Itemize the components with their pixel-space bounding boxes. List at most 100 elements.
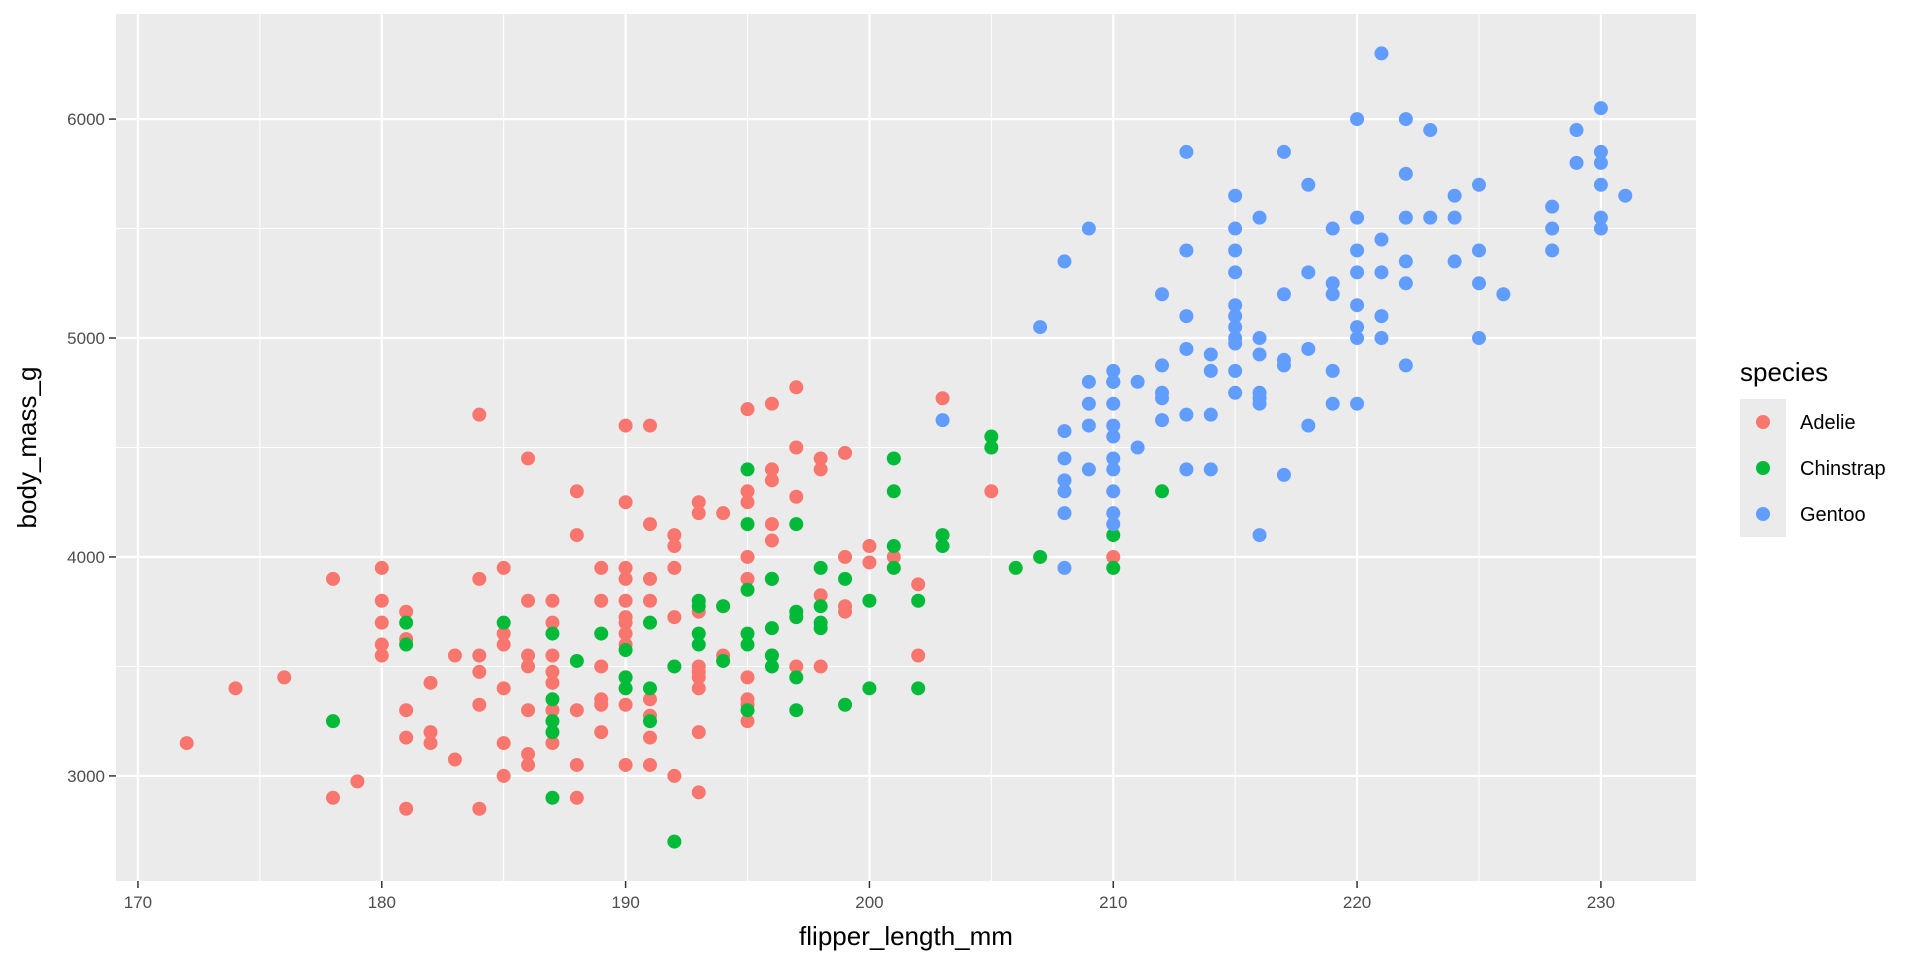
point-gentoo xyxy=(1106,517,1121,532)
point-gentoo xyxy=(1106,429,1121,444)
point-adelie xyxy=(691,725,706,740)
grid-lines xyxy=(116,14,1696,881)
point-adelie xyxy=(569,484,584,499)
point-chinstrap xyxy=(618,681,633,696)
point-gentoo xyxy=(1447,254,1462,269)
point-adelie xyxy=(642,593,657,608)
point-adelie xyxy=(740,484,755,499)
point-chinstrap xyxy=(789,517,804,532)
point-gentoo xyxy=(1106,451,1121,466)
point-adelie xyxy=(350,774,365,789)
point-chinstrap xyxy=(984,440,999,455)
point-gentoo xyxy=(1447,188,1462,203)
point-gentoo xyxy=(1545,243,1560,258)
point-adelie xyxy=(911,577,926,592)
point-adelie xyxy=(716,506,731,521)
point-adelie xyxy=(764,473,779,488)
point-adelie xyxy=(521,703,536,718)
point-gentoo xyxy=(1569,155,1584,170)
point-adelie xyxy=(618,418,633,433)
point-adelie xyxy=(545,664,560,679)
point-adelie xyxy=(838,445,853,460)
point-chinstrap xyxy=(399,637,414,652)
point-chinstrap xyxy=(886,451,901,466)
point-adelie xyxy=(545,703,560,718)
point-chinstrap xyxy=(813,560,828,575)
point-adelie xyxy=(569,528,584,543)
point-adelie xyxy=(691,785,706,800)
point-adelie xyxy=(496,626,511,641)
point-chinstrap xyxy=(911,681,926,696)
legend: species Adelie Chinstrap Gentoo xyxy=(1740,357,1886,537)
point-adelie xyxy=(496,736,511,751)
point-adelie xyxy=(813,588,828,603)
point-adelie xyxy=(838,549,853,564)
point-gentoo xyxy=(1374,46,1389,61)
point-adelie xyxy=(545,675,560,690)
point-gentoo xyxy=(1203,407,1218,422)
point-gentoo xyxy=(1593,144,1608,159)
point-adelie xyxy=(911,648,926,663)
point-gentoo xyxy=(1081,396,1096,411)
point-adelie xyxy=(374,637,389,652)
point-adelie xyxy=(618,495,633,510)
point-adelie xyxy=(740,495,755,510)
point-adelie xyxy=(789,440,804,455)
point-gentoo xyxy=(1057,451,1072,466)
point-adelie xyxy=(813,451,828,466)
point-adelie xyxy=(472,407,487,422)
point-adelie xyxy=(423,736,438,751)
point-chinstrap xyxy=(716,599,731,614)
point-chinstrap xyxy=(691,626,706,641)
point-adelie xyxy=(618,626,633,641)
point-adelie xyxy=(618,757,633,772)
point-gentoo xyxy=(1593,221,1608,236)
point-gentoo xyxy=(1252,347,1267,362)
point-gentoo xyxy=(1106,396,1121,411)
point-chinstrap xyxy=(667,834,682,849)
point-adelie xyxy=(618,615,633,630)
point-adelie xyxy=(545,736,560,751)
point-gentoo xyxy=(1301,418,1316,433)
point-adelie xyxy=(472,664,487,679)
legend-label-chinstrap: Chinstrap xyxy=(1800,458,1886,480)
x-tick-label: 180 xyxy=(368,893,396,912)
point-gentoo xyxy=(1471,243,1486,258)
point-gentoo xyxy=(1593,155,1608,170)
point-adelie xyxy=(764,462,779,477)
point-adelie xyxy=(374,648,389,663)
point-gentoo xyxy=(1350,320,1365,335)
point-chinstrap xyxy=(496,615,511,630)
point-gentoo xyxy=(1179,144,1194,159)
point-gentoo xyxy=(1350,396,1365,411)
point-adelie xyxy=(496,560,511,575)
point-chinstrap xyxy=(886,484,901,499)
point-adelie xyxy=(789,489,804,504)
point-gentoo xyxy=(1593,101,1608,116)
point-chinstrap xyxy=(618,670,633,685)
legend-label-gentoo: Gentoo xyxy=(1800,504,1866,526)
legend-key-gentoo xyxy=(1756,507,1770,521)
point-chinstrap xyxy=(326,714,341,729)
point-chinstrap xyxy=(740,703,755,718)
point-adelie xyxy=(813,462,828,477)
point-adelie xyxy=(399,801,414,816)
point-gentoo xyxy=(1423,123,1438,138)
point-gentoo xyxy=(1203,347,1218,362)
point-gentoo xyxy=(1081,221,1096,236)
point-gentoo xyxy=(1228,363,1243,378)
point-chinstrap xyxy=(935,539,950,554)
point-gentoo xyxy=(1276,467,1291,482)
point-adelie xyxy=(935,391,950,406)
point-adelie xyxy=(521,593,536,608)
point-adelie xyxy=(569,703,584,718)
point-chinstrap xyxy=(667,659,682,674)
point-gentoo xyxy=(1081,462,1096,477)
point-chinstrap xyxy=(740,517,755,532)
point-adelie xyxy=(642,418,657,433)
point-gentoo xyxy=(1276,358,1291,373)
point-adelie xyxy=(496,681,511,696)
point-chinstrap xyxy=(691,637,706,652)
point-gentoo xyxy=(1179,341,1194,356)
point-gentoo xyxy=(1350,243,1365,258)
